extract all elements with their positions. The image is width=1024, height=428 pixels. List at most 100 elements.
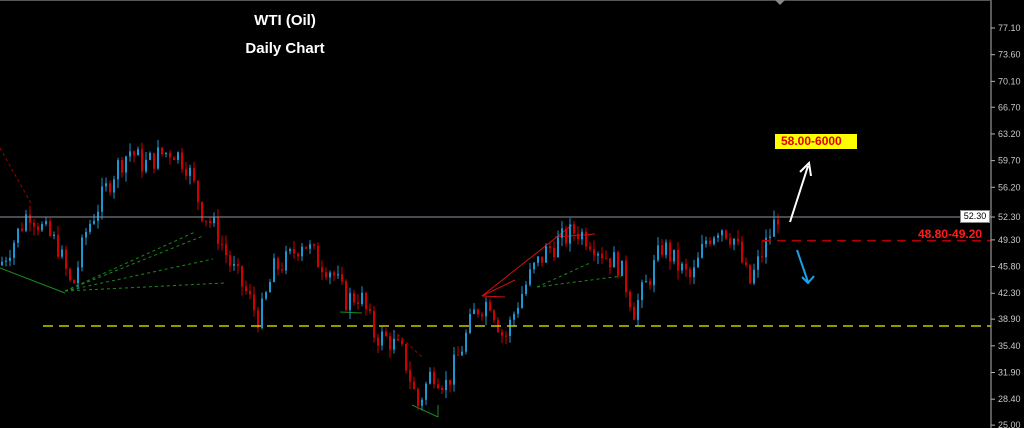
trendline	[339, 311, 363, 314]
candle-body	[377, 337, 379, 346]
candle-body	[581, 231, 583, 240]
candle-body	[77, 267, 79, 284]
candle-body	[197, 180, 199, 203]
candle-body	[401, 340, 403, 345]
candle-body	[697, 257, 699, 268]
candle-body	[277, 258, 279, 270]
candle-body	[589, 246, 591, 250]
levels	[0, 216, 991, 327]
candle-body	[549, 246, 551, 249]
candle-body	[641, 282, 643, 301]
candle-body	[705, 240, 707, 244]
candle-body	[709, 240, 711, 245]
candle-body	[213, 217, 215, 224]
candle-body	[665, 242, 667, 255]
candle-body	[353, 293, 355, 303]
candle-body	[157, 147, 159, 169]
trendline	[64, 282, 226, 292]
candle-body	[693, 267, 695, 278]
candle-body	[565, 228, 567, 244]
candle-body	[261, 298, 263, 329]
candle-body	[425, 383, 427, 400]
candle-body	[209, 220, 211, 224]
candle-body	[145, 159, 147, 172]
candle-body	[185, 169, 187, 176]
candle-body	[737, 238, 739, 242]
y-tick-label: 52.30	[998, 212, 1021, 222]
candle-body	[441, 388, 443, 391]
candle-body	[609, 258, 611, 268]
candle-body	[605, 258, 607, 260]
candle-body	[289, 249, 291, 252]
trendlines	[0, 147, 770, 418]
candle-body	[181, 152, 183, 170]
candle-body	[37, 226, 39, 231]
candle-body	[685, 263, 687, 270]
candle-body	[325, 272, 327, 278]
candle-body	[745, 262, 747, 265]
candle-body	[109, 183, 111, 193]
candle-body	[189, 167, 191, 176]
trendline	[411, 404, 439, 418]
candle-body	[669, 242, 671, 262]
candle-body	[749, 264, 751, 284]
candle-body	[53, 234, 55, 237]
trendline	[64, 258, 214, 292]
candle-body	[97, 211, 99, 221]
candle-body	[257, 310, 259, 329]
trendline	[536, 275, 623, 288]
candle-body	[225, 244, 227, 256]
candle-body	[129, 151, 131, 157]
candle-body	[49, 221, 51, 237]
candle-body	[689, 269, 691, 278]
candle-body	[161, 147, 163, 155]
candle-body	[533, 262, 535, 270]
candle-body	[61, 249, 63, 257]
candle-body	[405, 344, 407, 371]
candle-body	[505, 335, 507, 337]
candle-body	[201, 202, 203, 221]
trendline	[64, 235, 204, 292]
candle-body	[293, 249, 295, 254]
candle-body	[321, 267, 323, 273]
chart-subtitle: Daily Chart	[245, 40, 325, 57]
candle-body	[629, 291, 631, 308]
y-tick-label: 66.70	[998, 102, 1021, 112]
candle-body	[661, 245, 663, 255]
candle-body	[385, 331, 387, 337]
candle-body	[337, 274, 339, 276]
candle-body	[601, 253, 603, 259]
candle-body	[177, 152, 179, 160]
candle-body	[169, 152, 171, 158]
candle-body	[613, 252, 615, 268]
current-price-tag: 52.30	[960, 210, 990, 223]
up-arrow-icon	[789, 160, 812, 223]
candle-body	[765, 237, 767, 258]
candle-body	[221, 243, 223, 245]
candle-body	[541, 256, 543, 263]
candle-body	[137, 149, 139, 156]
candle-body	[285, 251, 287, 271]
candle-body	[569, 224, 571, 244]
y-tick-label: 45.80	[998, 262, 1021, 272]
candle-body	[381, 331, 383, 346]
candle-body	[81, 237, 83, 268]
candle-body	[521, 294, 523, 308]
candle-body	[677, 249, 679, 271]
y-tick-label: 31.90	[998, 368, 1021, 378]
candle-body	[333, 272, 335, 276]
candle-body	[249, 291, 251, 295]
trendline	[0, 267, 66, 294]
candle-body	[233, 264, 235, 266]
candle-body	[509, 319, 511, 336]
candle-body	[465, 332, 467, 352]
candle-body	[561, 228, 563, 238]
candle-body	[525, 284, 527, 295]
candle-body	[473, 309, 475, 315]
candle-body	[593, 249, 595, 256]
candle-body	[281, 269, 283, 271]
down-arrow-icon	[796, 249, 815, 285]
candle-body	[725, 230, 727, 239]
